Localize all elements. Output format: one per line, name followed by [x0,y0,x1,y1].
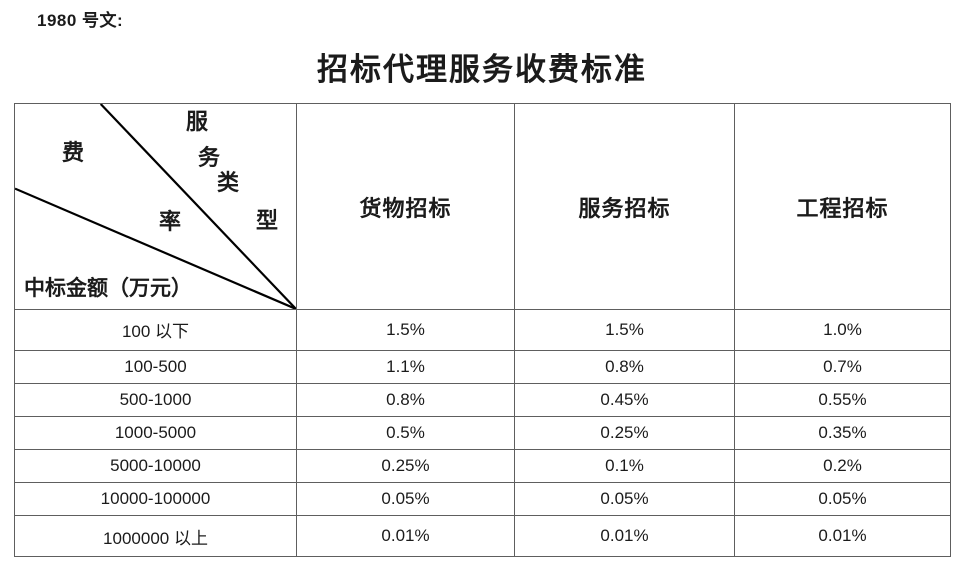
fee-value: 0.25% [296,448,515,484]
diagonal-lines [15,104,296,309]
corner-label-service-type-char-4: 型 [255,208,279,233]
fee-value: 1.1% [296,349,515,384]
doc-reference-number: 1980 号文: [37,11,124,30]
table-row: 10000-100000 0.05% 0.05% 0.05% [14,482,951,517]
column-header-services: 服务招标 [514,103,735,310]
corner-label-fee-rate-char-2: 率 [158,209,182,234]
fee-value: 0.8% [296,382,515,417]
fee-value: 0.01% [296,515,515,557]
fee-value: 0.05% [296,482,515,517]
fee-value: 0.35% [734,415,951,450]
fee-value: 0.01% [514,515,735,557]
corner-label-fee-rate-char-1: 费 [61,140,85,165]
corner-label-service-type-char-2: 务 [197,145,221,170]
column-header-engineering: 工程招标 [734,103,951,310]
column-header-goods: 货物招标 [296,103,515,310]
fee-standard-table: 服 务 类 型 费 率 中标金额（万元） 货物招标 服务招标 工程招标 100 … [14,103,951,557]
fee-value: 0.05% [734,482,951,517]
row-label: 500-1000 [14,382,297,417]
fee-value: 0.5% [296,415,515,450]
table-row: 1000000 以上 0.01% 0.01% 0.01% [14,515,951,557]
fee-value: 0.7% [734,349,951,384]
diagonal-corner-content: 服 务 类 型 费 率 中标金额（万元） [15,104,296,309]
page-title: 招标代理服务收费标准 [317,52,647,87]
row-label: 100-500 [14,349,297,384]
table-row: 100 以下 1.5% 1.5% 1.0% [14,309,951,351]
row-label: 5000-10000 [14,448,297,484]
table-row: 500-1000 0.8% 0.45% 0.55% [14,382,951,417]
table-row: 5000-10000 0.25% 0.1% 0.2% [14,448,951,484]
row-label: 1000000 以上 [14,515,297,557]
fee-value: 0.55% [734,382,951,417]
diagonal-corner-cell: 服 务 类 型 费 率 中标金额（万元） [14,103,297,310]
row-label: 100 以下 [14,309,297,351]
fee-value: 0.1% [514,448,735,484]
row-label: 10000-100000 [14,482,297,517]
fee-value: 1.0% [734,309,951,351]
fee-value: 0.01% [734,515,951,557]
corner-label-bid-amount: 中标金额（万元） [24,276,192,300]
fee-value: 0.8% [514,349,735,384]
table-row: 1000-5000 0.5% 0.25% 0.35% [14,415,951,450]
fee-value: 0.05% [514,482,735,517]
table-row: 100-500 1.1% 0.8% 0.7% [14,349,951,384]
fee-value: 0.2% [734,448,951,484]
fee-value: 1.5% [296,309,515,351]
corner-label-service-type-char-3: 类 [216,170,240,195]
row-label: 1000-5000 [14,415,297,450]
fee-value: 0.45% [514,382,735,417]
fee-value: 1.5% [514,309,735,351]
table-header-row: 服 务 类 型 费 率 中标金额（万元） 货物招标 服务招标 工程招标 [14,103,951,310]
fee-value: 0.25% [514,415,735,450]
corner-label-service-type-char-1: 服 [185,109,209,134]
